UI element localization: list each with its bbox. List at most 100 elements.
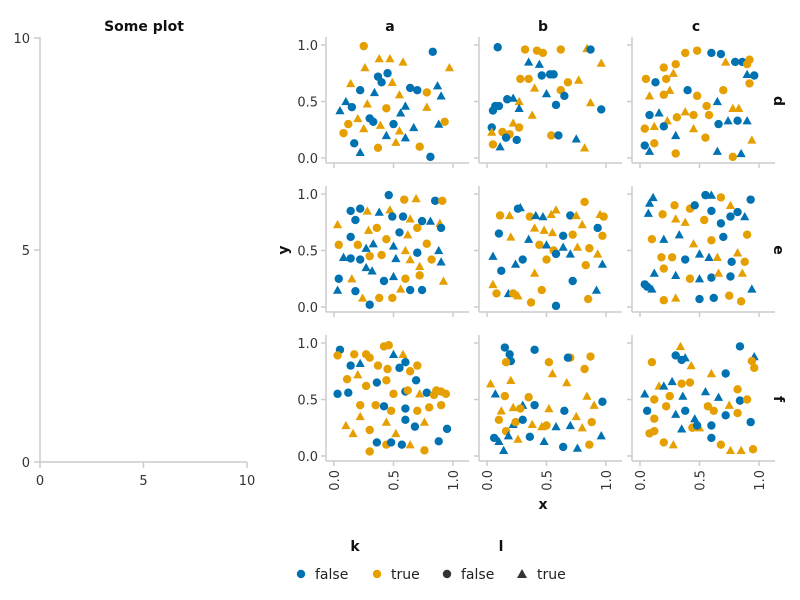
data-point [351, 215, 360, 225]
data-point [506, 232, 516, 241]
data-point [563, 78, 573, 87]
data-point [335, 105, 345, 115]
data-point [422, 102, 432, 111]
data-point [659, 381, 669, 390]
data-point [581, 260, 590, 270]
data-point [551, 100, 561, 110]
data-point [694, 274, 705, 283]
legend-title-l: l [499, 539, 504, 555]
data-point [709, 293, 718, 303]
data-point [510, 259, 521, 268]
data-point [346, 78, 356, 88]
data-point [747, 135, 757, 144]
data-point [571, 210, 581, 220]
data-point [492, 289, 501, 298]
facet-x-tick-label: 0.0 [481, 470, 496, 491]
data-point [644, 91, 655, 100]
data-point [401, 274, 410, 283]
data-point [585, 440, 594, 449]
data-point [690, 201, 699, 210]
data-point [405, 83, 415, 93]
data-point [677, 424, 687, 433]
left-plot-title: Some plot [104, 19, 184, 35]
data-point [405, 367, 415, 376]
data-point [747, 284, 757, 293]
data-point [495, 142, 505, 151]
data-point [400, 133, 410, 142]
data-point [671, 293, 681, 302]
facet-col-label-a: a [385, 19, 394, 35]
data-point [688, 124, 699, 133]
data-point [677, 355, 686, 365]
data-point [524, 393, 533, 402]
data-point [647, 235, 657, 244]
data-point [728, 152, 738, 162]
data-point [334, 240, 343, 250]
data-point [551, 301, 561, 311]
data-point [671, 130, 681, 140]
data-point [382, 376, 391, 385]
data-point [596, 58, 606, 67]
data-point [351, 286, 360, 296]
data-point [413, 361, 422, 370]
data-point [388, 293, 397, 303]
data-point [508, 118, 518, 127]
data-point [542, 255, 551, 264]
data-point [527, 110, 537, 119]
data-point [442, 424, 452, 434]
data-point [397, 440, 407, 449]
data-point [726, 212, 735, 221]
left-plot: Some plot 0 5 10 0 5 10 [13, 19, 255, 489]
data-point [373, 143, 383, 153]
data-point [707, 236, 716, 245]
data-point [713, 268, 724, 277]
facet-panel-c-f: 0.0 0.5 1.0 [627, 335, 775, 491]
data-point [571, 411, 581, 421]
data-point [499, 445, 509, 455]
facet-panel-c-d [627, 37, 775, 168]
data-point [568, 276, 577, 286]
data-point [658, 210, 667, 219]
data-point [426, 152, 435, 162]
data-point [671, 214, 681, 223]
data-point [495, 211, 505, 220]
data-point [428, 47, 437, 56]
data-point [422, 388, 432, 397]
data-point [662, 116, 672, 125]
data-point [725, 200, 736, 209]
data-point [401, 415, 410, 425]
data-point [644, 198, 655, 207]
left-y-tick-label: 0 [22, 456, 30, 471]
data-point [733, 116, 742, 125]
data-point [401, 404, 410, 413]
data-point [657, 253, 666, 262]
data-point [413, 86, 422, 95]
data-point [650, 426, 659, 436]
data-point [395, 228, 404, 237]
data-point [511, 417, 520, 427]
data-point [648, 192, 658, 202]
left-y-tick-label: 10 [13, 32, 30, 47]
data-point [383, 69, 392, 78]
legend-marker-k-true [372, 569, 382, 579]
data-point [508, 402, 518, 412]
data-point [513, 291, 523, 300]
data-point [346, 232, 355, 242]
data-point [371, 400, 380, 410]
data-point [558, 442, 568, 452]
data-point [405, 440, 415, 449]
data-point [688, 239, 699, 248]
data-point [513, 434, 523, 443]
data-point [671, 351, 680, 360]
data-point [541, 88, 552, 98]
data-point [430, 196, 440, 205]
data-point [332, 285, 343, 294]
data-point [712, 146, 722, 155]
data-point [649, 268, 659, 277]
facet-panel-b-f: 0.0 0.5 1.0 [474, 335, 622, 491]
data-point [438, 276, 449, 285]
data-point [740, 212, 750, 221]
data-point [681, 406, 690, 415]
data-point [338, 252, 349, 261]
data-point [348, 428, 358, 438]
